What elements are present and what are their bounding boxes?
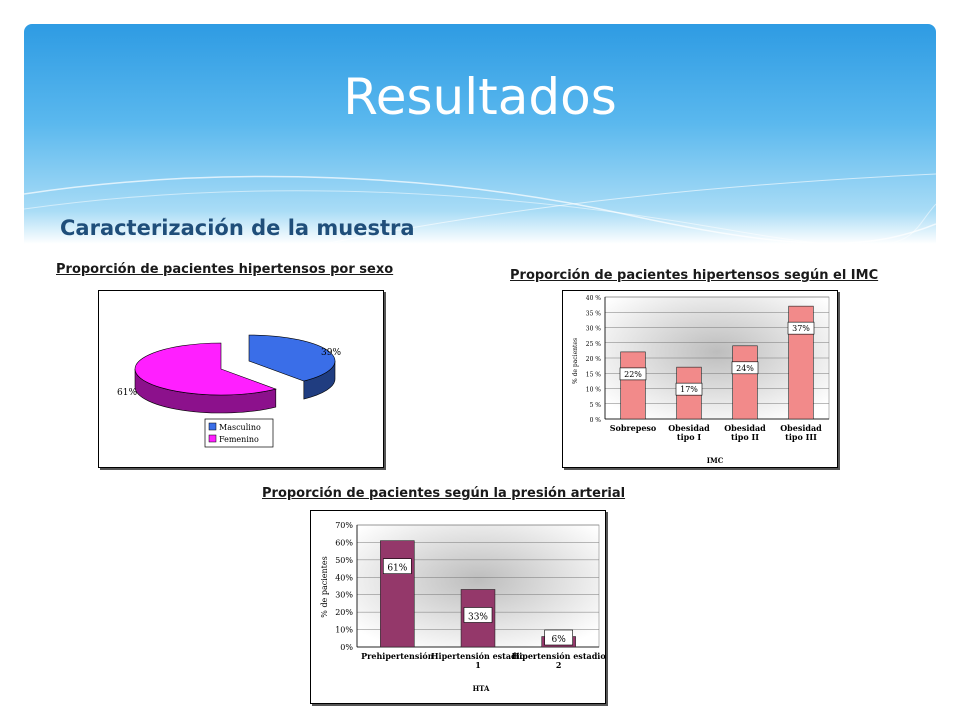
y-axis-title: % de pacientes [320, 556, 329, 617]
pie-slice-top [134, 342, 277, 396]
y-tick-label: 15 % [586, 371, 602, 378]
y-tick-label: 60% [335, 538, 353, 547]
data-label: 33% [468, 612, 488, 622]
y-tick-label: 10 % [586, 387, 602, 394]
y-tick-label: 5 % [590, 402, 602, 409]
y-tick-label: 70% [335, 521, 353, 530]
slide-title: Resultados [343, 68, 617, 126]
y-tick-label: 20 % [586, 356, 602, 363]
bar-chart-presion: 0% 10% 20% 30% 40% 50% 60% 70% 61% Prehipertensió… [310, 510, 606, 704]
y-tick-label: 0% [340, 643, 353, 652]
x-tick-label: Prehipertensión [361, 651, 434, 661]
x-tick-label: Obesidad tipo II [724, 423, 766, 442]
y-tick-label: 20% [335, 608, 353, 617]
caption-bar-imc: Proporción de pacientes hipertensos segú… [510, 268, 879, 283]
y-tick-label: 50% [335, 556, 353, 565]
legend-swatch-femenino [208, 434, 217, 443]
data-label-box [731, 361, 759, 375]
pie-chart-svg: 39% 61% Masculino Femenino [117, 334, 341, 448]
x-tick-label: Obesidad tipo I [668, 423, 710, 442]
x-axis-title: IMC [707, 456, 724, 465]
x-tick-label: Obesidad tipo III [780, 423, 822, 442]
x-tick-label: Hipertensión estadio 1 [431, 651, 526, 670]
caption-pie-sexo: Proporción de pacientes hipertensos por … [56, 262, 394, 277]
data-label: 37% [792, 324, 810, 333]
y-axis-title: % de pacientes [572, 338, 579, 384]
pie-chart-sexo: 39% 61% Masculino Femenino [98, 290, 384, 468]
caption-bar-presion: Proporción de pacientes según la presión… [262, 486, 626, 501]
pie-slice-top [248, 334, 336, 382]
pie-legend-box [204, 418, 274, 448]
y-tick-label: 0 % [590, 417, 602, 424]
pie-legend: Masculino Femenino [204, 418, 274, 448]
y-tick-label: 40% [335, 573, 353, 582]
legend-swatch-masculino [208, 422, 217, 431]
data-label: 24% [736, 364, 754, 373]
bar-chart-imc: 0 % 5 % 10 % 15 % 20 % 25 % 30 % 35 % 40 % 22% Sob… [562, 290, 838, 468]
header-banner [24, 24, 936, 244]
x-axis-title: HTA [473, 684, 490, 693]
slide-subtitle: Caracterización de la muestra [60, 216, 415, 240]
data-label: 61% [387, 564, 407, 574]
pie-data-label: 39% [321, 348, 341, 358]
bar-chart-imc-svg: 0 % 5 % 10 % 15 % 20 % 25 % 30 % 35 % 40 % 22% Sob… [572, 295, 830, 465]
y-tick-label: 30% [335, 591, 353, 600]
data-label-box [383, 558, 412, 574]
header-wave-decoration [24, 173, 936, 244]
y-tick-label: 10% [335, 626, 353, 635]
y-tick-label: 35 % [586, 310, 602, 317]
pie-slice-masculino [248, 334, 336, 400]
data-label-box [544, 629, 573, 646]
y-tick-label: 25 % [586, 341, 602, 348]
legend-label-femenino: Femenino [219, 435, 259, 444]
data-label-box [463, 607, 493, 623]
x-tick-label: Sobrepeso [610, 423, 657, 433]
data-label-box [619, 367, 647, 381]
data-label-box [675, 382, 703, 396]
bar-1 [380, 540, 415, 648]
bar-1 [620, 351, 646, 420]
pie-slice-femenino [134, 342, 277, 414]
bar-3 [732, 345, 758, 420]
y-tick-label: 40 % [586, 295, 602, 302]
data-label: 17% [680, 385, 698, 394]
x-tick-label: Hipertensión estadio 2 [512, 651, 605, 670]
y-tick-label: 30 % [586, 326, 602, 333]
bar-chart-presion-svg: 0% 10% 20% 30% 40% 50% 60% 70% 61% Prehipertensió… [320, 521, 606, 693]
data-label: 22% [624, 370, 642, 379]
data-label-box [787, 321, 815, 335]
legend-label-masculino: Masculino [219, 423, 261, 432]
pie-data-label: 61% [117, 388, 137, 398]
data-label: 6% [552, 635, 567, 645]
